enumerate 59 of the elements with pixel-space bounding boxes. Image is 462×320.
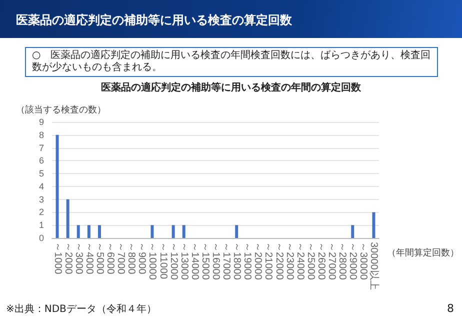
x-tick-label: ～8000 — [126, 242, 137, 275]
bar — [351, 225, 354, 238]
bar — [172, 225, 175, 238]
bar — [372, 212, 376, 238]
x-tick-label: ～9000 — [136, 242, 148, 275]
y-tick-label: 4 — [38, 181, 44, 192]
chart-subtitle: ○ 医薬品の適応判定の補助に用いる検査の年間検査回数には、ばらつきがあり、検査回数が少ないものも含まれる。 — [25, 47, 438, 77]
x-tick-label: ～18000 — [231, 242, 242, 280]
x-tick-label: ～22000 — [273, 242, 284, 280]
y-tick-label: 9 — [38, 117, 44, 127]
x-tick-label: ～2000 — [62, 242, 74, 275]
bar — [87, 225, 90, 238]
x-tick-label: ～11000 — [157, 242, 168, 280]
x-tick-label: ～29000 — [347, 242, 358, 280]
text: 8 — [447, 302, 454, 315]
bar — [56, 134, 59, 238]
x-axis-title: （年間算定回数） — [387, 248, 459, 258]
y-axis-title: （該当する検査の数） — [16, 104, 106, 114]
bar — [66, 199, 70, 238]
x-tick-label: ～20000 — [252, 242, 264, 280]
x-tick-label: ～1000 — [52, 242, 63, 275]
x-tick-label: ～30000 — [358, 242, 369, 280]
x-tick-label: ～26000 — [315, 242, 326, 280]
x-tick-label: ～15000 — [199, 242, 210, 280]
x-tick-label: ～19000 — [242, 242, 253, 280]
x-tick-label: ～28000 — [336, 242, 348, 280]
bar — [235, 225, 238, 238]
x-tick-label: ～13000 — [178, 242, 190, 280]
x-tick-label: ～16000 — [210, 242, 221, 280]
text: ※出典：NDBデータ（令和４年） — [6, 302, 156, 316]
chart-title: 医薬品の適応判定の補助等に用いる検査の算定回数 — [0, 0, 462, 38]
x-tick-label: 30000以上 — [368, 242, 380, 290]
x-tick-label: ～17000 — [220, 242, 232, 280]
y-tick-label: 6 — [38, 156, 44, 166]
bar — [150, 225, 154, 238]
bar — [182, 225, 186, 238]
text: 医薬品の適応判定の補助等に用いる検査の年間の算定回数 — [101, 82, 362, 94]
x-tick-label: ～21000 — [262, 242, 274, 280]
y-tick-label: 2 — [38, 207, 44, 218]
bar — [98, 225, 101, 238]
x-tick-label: ～7000 — [115, 242, 126, 275]
x-tick-label: ～12000 — [168, 242, 179, 280]
x-tick-label: ～14000 — [188, 242, 200, 280]
bar — [76, 225, 80, 238]
y-tick-label: 8 — [38, 130, 44, 140]
x-tick-label: ～27000 — [326, 242, 338, 280]
y-tick-label: 5 — [38, 168, 44, 179]
x-tick-label: ～25000 — [304, 242, 316, 280]
y-tick-label: 1 — [38, 220, 44, 230]
x-tick-label: ～5000 — [94, 242, 105, 275]
x-tick-label: ～6000 — [104, 242, 116, 275]
x-tick-label: ～23000 — [284, 242, 295, 280]
y-tick-label: 0 — [38, 233, 44, 243]
x-tick-label: ～4000 — [83, 242, 94, 275]
x-tick-label: ～3000 — [72, 242, 84, 275]
x-tick-label: ～10000 — [146, 242, 158, 280]
y-tick-label: 7 — [38, 142, 44, 153]
y-tick-label: 3 — [38, 194, 44, 204]
x-tick-label: ～24000 — [294, 242, 306, 280]
